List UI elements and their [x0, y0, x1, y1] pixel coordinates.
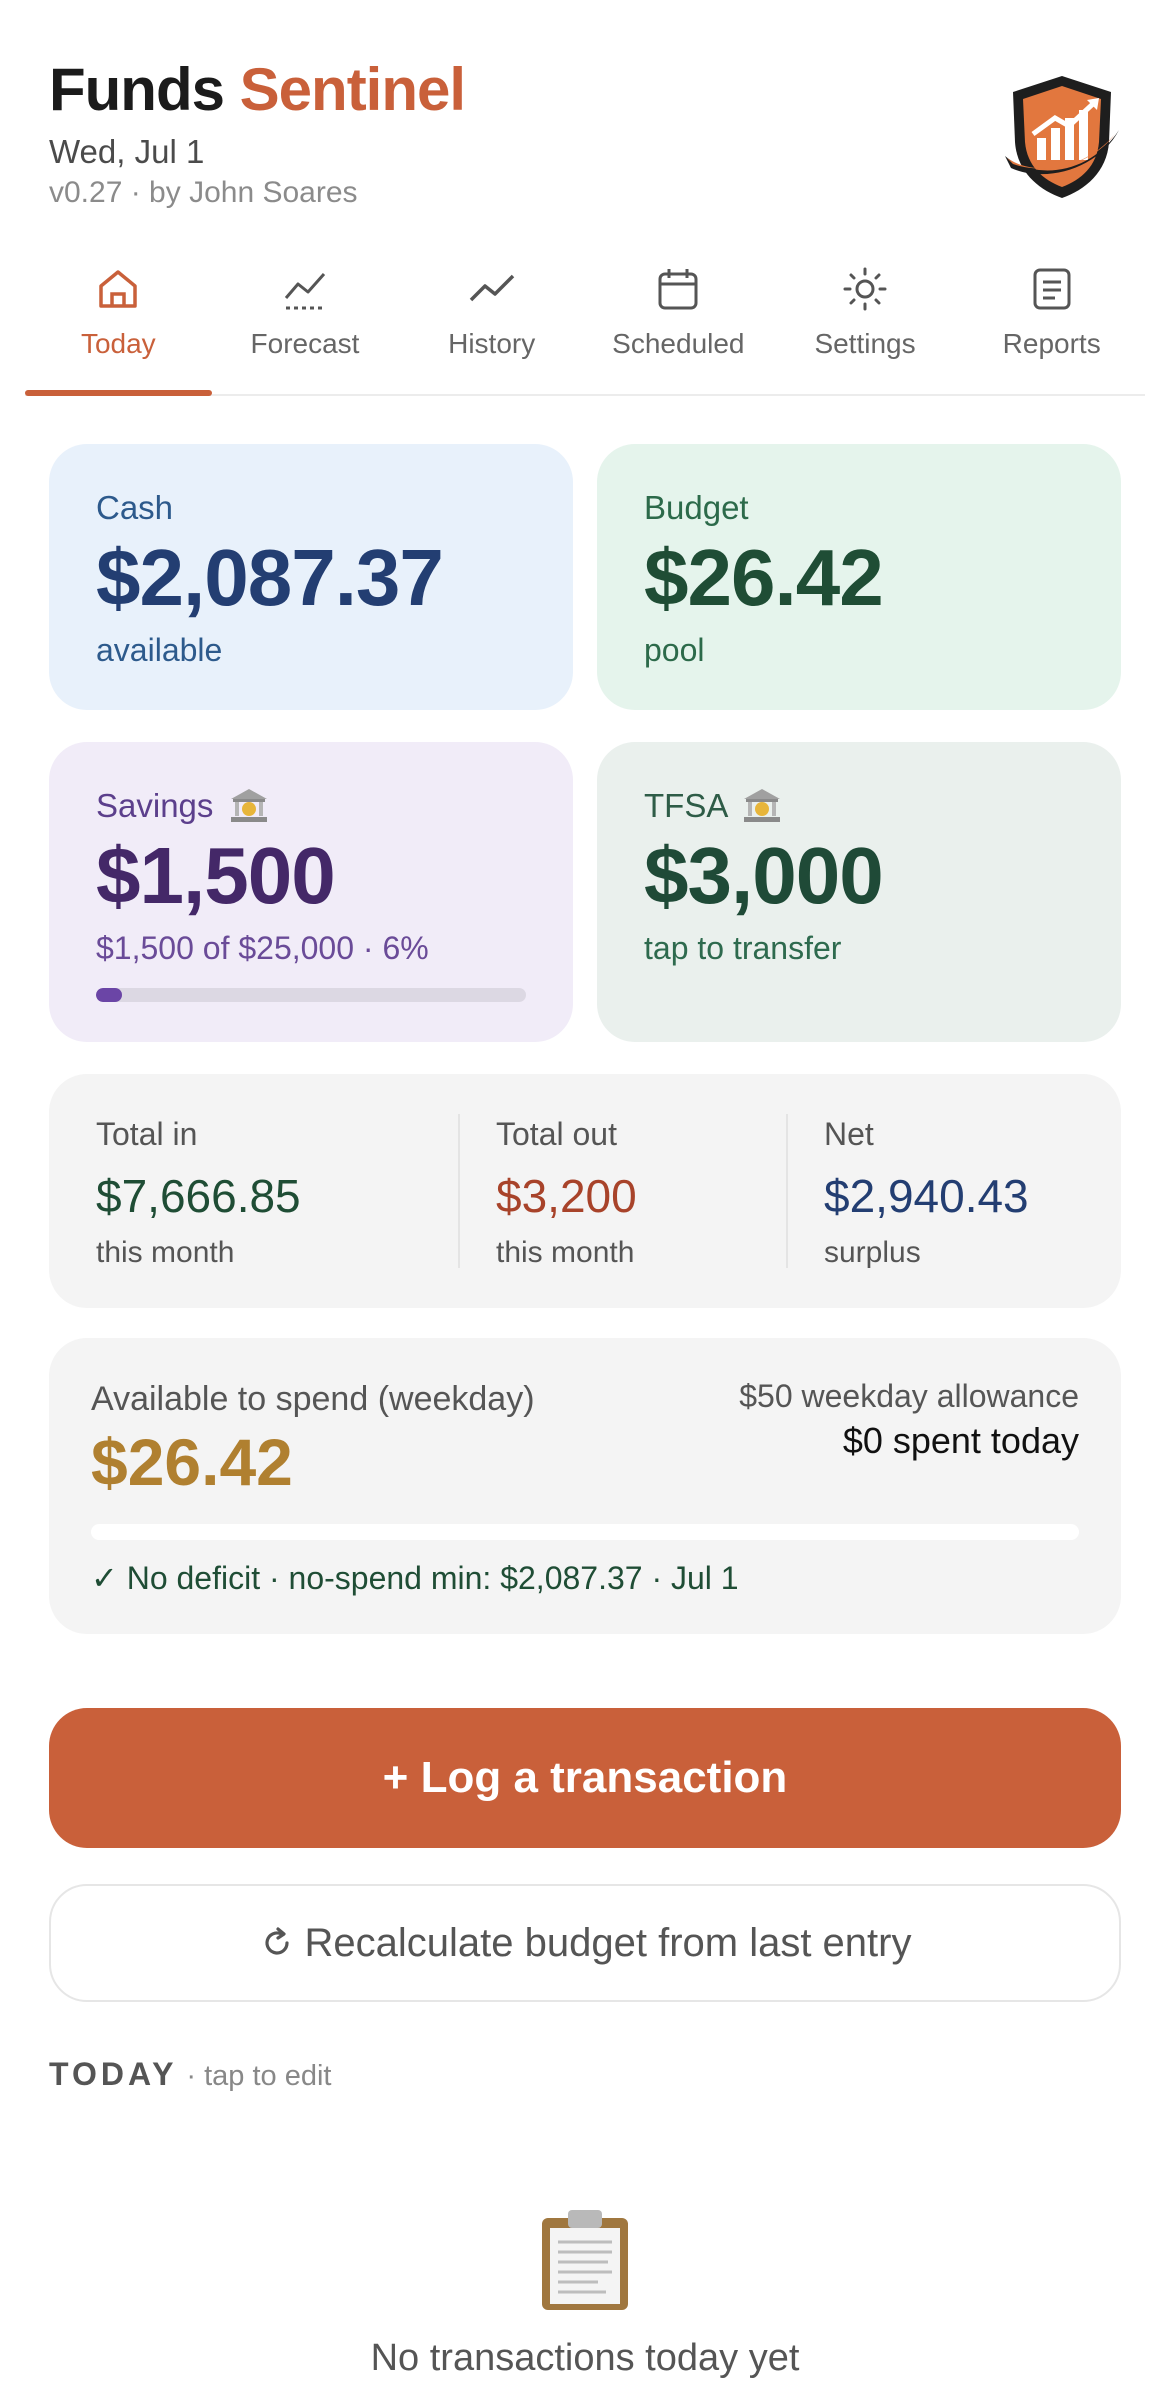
- total-in-sub: this month: [96, 1236, 235, 1269]
- total-out: Total out $3,200 this month: [460, 1114, 786, 1269]
- savings-label-row: Savings: [96, 786, 526, 826]
- tab-label: Forecast: [250, 328, 360, 359]
- tab-forecast[interactable]: Forecast: [212, 250, 399, 394]
- tfsa-value: $3,000: [644, 831, 884, 920]
- total-in-label: Total in: [96, 1116, 198, 1152]
- sun-gear-icon: [843, 267, 887, 311]
- home-icon: [99, 270, 138, 308]
- tab-label: Today: [80, 328, 156, 359]
- divider: [786, 1114, 788, 1268]
- tab-label: History: [448, 328, 536, 359]
- tab-history[interactable]: History: [398, 250, 585, 394]
- budget-value: $26.42: [644, 533, 884, 622]
- budget-label: Budget: [644, 489, 749, 526]
- tfsa-label-row: TFSA: [644, 786, 1074, 826]
- cash-sub: available: [96, 632, 223, 668]
- total-in-value: $7,666.85: [96, 1170, 301, 1222]
- bank-icon: [743, 789, 780, 822]
- clipboard-icon: [542, 2210, 628, 2310]
- savings-progress-bar: [96, 988, 526, 1002]
- tab-label: Reports: [1002, 328, 1101, 359]
- tab-bar: Today Forecast History Scheduled Setting…: [25, 250, 1145, 396]
- today-hint: · tap to edit: [186, 2060, 332, 2092]
- cash-card[interactable]: Cash $2,087.37 available: [49, 444, 573, 710]
- tfsa-sub: tap to transfer: [644, 930, 842, 966]
- savings-sub: $1,500 of $25,000 · 6%: [96, 930, 429, 966]
- savings-value: $1,500: [96, 831, 336, 920]
- budget-sub: pool: [644, 632, 705, 668]
- monthly-totals: Total in $7,666.85 this month Total out …: [49, 1074, 1121, 1308]
- savings-progress-fill: [96, 988, 122, 1002]
- allowance-label: $50 weekday allowance: [739, 1378, 1079, 1414]
- total-out-value: $3,200: [496, 1170, 637, 1222]
- app-title-part2: Sentinel: [239, 56, 466, 123]
- empty-state-text: No transactions today yet: [370, 2337, 800, 2379]
- tab-label: Settings: [814, 328, 916, 359]
- log-transaction-button[interactable]: + Log a transaction: [49, 1708, 1121, 1848]
- deficit-status: ✓ No deficit · no-spend min: $2,087.37 ·…: [91, 1560, 739, 1596]
- tab-label: Scheduled: [612, 328, 745, 359]
- bank-icon: [230, 789, 267, 822]
- net-label: Net: [824, 1116, 874, 1152]
- current-date: Wed, Jul 1: [49, 133, 205, 170]
- today-heading: TODAY: [49, 2056, 178, 2092]
- tfsa-card[interactable]: TFSA $3,000 tap to transfer: [597, 742, 1121, 1042]
- allowance-summary: $50 weekday allowance $0 spent today: [739, 1376, 1079, 1464]
- spent-today: $0 spent today: [842, 1420, 1079, 1461]
- cash-value: $2,087.37: [96, 533, 444, 622]
- forecast-chart-icon: [284, 273, 326, 310]
- available-to-spend-panel: Available to spend (weekday) $26.42 $50 …: [49, 1338, 1121, 1634]
- tab-scheduled[interactable]: Scheduled: [585, 250, 772, 394]
- today-section-title: TODAY · tap to edit: [49, 2054, 331, 2096]
- tab-reports[interactable]: Reports: [958, 250, 1145, 394]
- available-label: Available to spend (weekday): [91, 1380, 535, 1418]
- spend-progress-bar: [91, 1524, 1079, 1540]
- net-sub: surplus: [824, 1236, 921, 1269]
- app-title-part1: Funds: [49, 56, 225, 123]
- total-out-sub: this month: [496, 1236, 635, 1269]
- refresh-icon: [264, 1927, 289, 1955]
- total-out-label: Total out: [496, 1116, 617, 1152]
- total-in: Total in $7,666.85 this month: [96, 1114, 458, 1269]
- document-icon: [1033, 268, 1071, 310]
- calendar-icon: [658, 269, 698, 310]
- tfsa-label: TFSA: [644, 787, 727, 824]
- version-label: v0.27 · by John Soares: [49, 176, 358, 209]
- recalculate-budget-button[interactable]: Recalculate budget from last entry: [49, 1884, 1121, 2002]
- cash-label: Cash: [96, 489, 174, 526]
- available-value: $26.42: [91, 1425, 293, 1499]
- net-value: $2,940.43: [824, 1170, 1029, 1222]
- tab-today[interactable]: Today: [25, 250, 212, 396]
- empty-state: No transactions today yet: [0, 2208, 1170, 2382]
- app-title: Funds Sentinel: [49, 54, 1121, 126]
- app-header: Funds Sentinel Wed, Jul 1 v0.27 · by Joh…: [49, 54, 1121, 214]
- tab-settings[interactable]: Settings: [772, 250, 959, 394]
- shield-logo-icon: [1005, 76, 1119, 198]
- savings-card[interactable]: Savings $1,500 $1,500 of $25,000 · 6%: [49, 742, 573, 1042]
- net-total: Net $2,940.43 surplus: [788, 1114, 1074, 1269]
- budget-card[interactable]: Budget $26.42 pool: [597, 444, 1121, 710]
- divider: [458, 1114, 460, 1268]
- recalculate-label: Recalculate budget from last entry: [304, 1920, 912, 1965]
- trend-line-icon: [469, 274, 514, 302]
- savings-label: Savings: [96, 787, 214, 824]
